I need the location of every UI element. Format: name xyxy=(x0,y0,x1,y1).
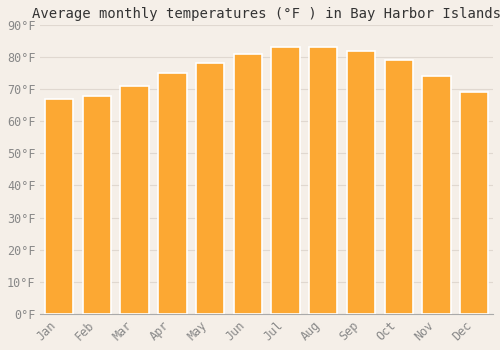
Bar xyxy=(234,54,262,314)
Bar xyxy=(347,51,375,314)
Bar xyxy=(460,92,488,314)
Bar xyxy=(83,96,111,314)
Bar xyxy=(272,47,299,314)
Bar xyxy=(120,86,149,314)
Bar xyxy=(309,47,338,314)
Bar xyxy=(384,60,413,314)
Bar xyxy=(158,73,186,314)
Title: Average monthly temperatures (°F ) in Bay Harbor Islands: Average monthly temperatures (°F ) in Ba… xyxy=(32,7,500,21)
Bar xyxy=(196,63,224,314)
Bar xyxy=(45,99,74,314)
Bar xyxy=(422,76,450,314)
